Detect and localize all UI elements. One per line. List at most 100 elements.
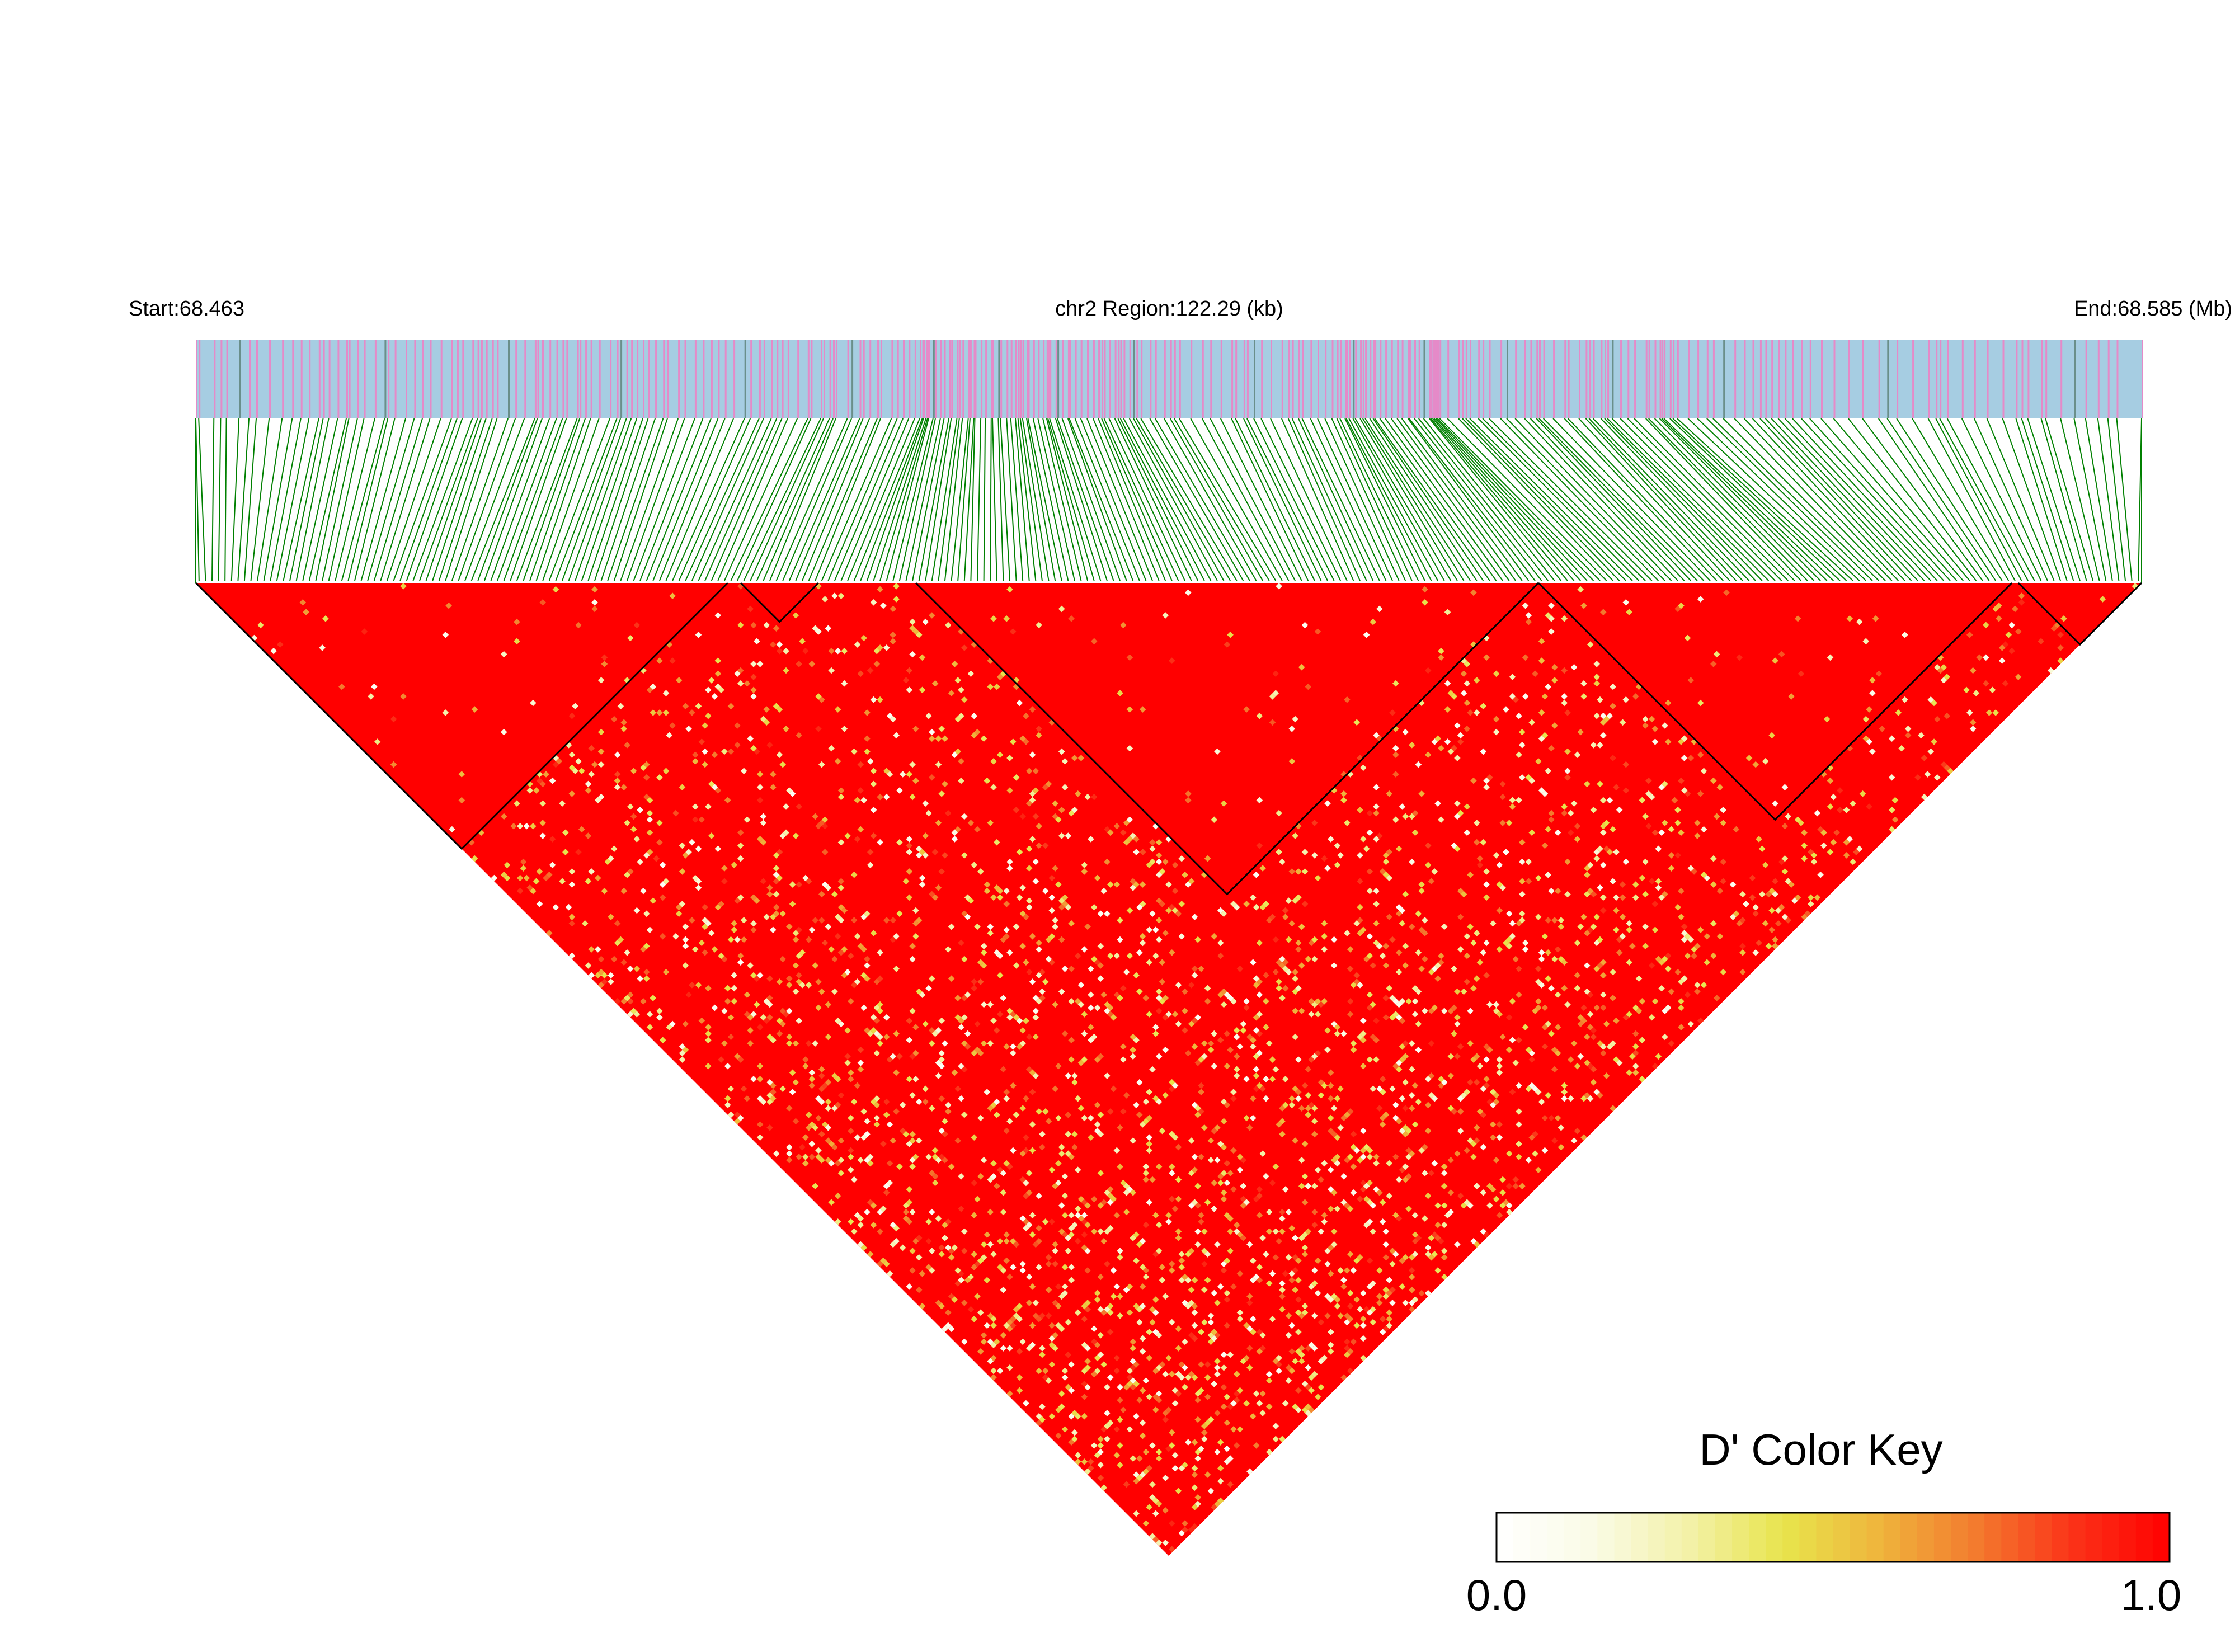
ld-cell (1003, 933, 1010, 940)
ld-cell (1133, 972, 1140, 979)
ld-cell (1006, 1118, 1013, 1124)
ld-cell (1162, 1371, 1169, 1378)
ld-cell (831, 1143, 838, 1151)
ld-cell (1139, 939, 1146, 947)
ld-cell (1434, 800, 1441, 807)
connector-line (763, 418, 834, 581)
ld-cell (1175, 1196, 1182, 1203)
ld-cell (1405, 1173, 1412, 1180)
snp-marker (1987, 340, 1989, 418)
ld-cell (1097, 962, 1104, 969)
ld-cell (1516, 1121, 1522, 1128)
ld-cell (945, 1102, 952, 1109)
ld-cell (1457, 914, 1464, 920)
ld-cell (1781, 868, 1789, 875)
ld-cell (1169, 1085, 1175, 1093)
ld-cell (1428, 1072, 1435, 1079)
ld-cell (1081, 1056, 1088, 1063)
ld-cell (1142, 1098, 1150, 1105)
ld-cell (987, 930, 994, 936)
ld-cell (1152, 1212, 1159, 1219)
connector-line (1359, 418, 1458, 581)
ld-cell (773, 910, 780, 917)
ld-cell (808, 1141, 816, 1147)
ld-cell (760, 1098, 767, 1105)
ld-cell (802, 1062, 809, 1070)
snp-marker (1579, 340, 1580, 418)
ld-cell (669, 592, 676, 599)
ld-cell (711, 693, 718, 700)
ld-cell (990, 1160, 997, 1167)
ld-cell (1457, 732, 1464, 739)
ld-cell (1622, 858, 1630, 865)
ld-cell (1720, 858, 1726, 865)
ld-cell (1139, 933, 1146, 940)
ld-cell (1434, 1202, 1441, 1209)
ld-cell (1019, 1267, 1026, 1274)
ld-cell (1220, 1383, 1227, 1391)
ld-cell (1159, 1361, 1166, 1368)
ld-cell (1334, 842, 1341, 849)
ld-cell (766, 995, 773, 1001)
ld-cell (906, 771, 913, 778)
ld-cell (1233, 1072, 1240, 1079)
ld-cell (1246, 1241, 1253, 1248)
snp-marker (1027, 340, 1028, 418)
snp-marker (782, 340, 784, 418)
ld-cell (1295, 1296, 1302, 1303)
ld-cell (1107, 1419, 1114, 1427)
ld-cell (491, 874, 498, 882)
connector-line (1390, 418, 1510, 581)
ld-cell (1169, 1196, 1175, 1203)
color-key-segment (1580, 1513, 1598, 1562)
ld-cell (1058, 748, 1065, 755)
ld-cell (1399, 1056, 1406, 1063)
ld-cell (1282, 914, 1289, 920)
ld-cell (931, 1147, 939, 1154)
ld-cell (805, 982, 812, 989)
ld-cell (1084, 1364, 1091, 1371)
ld-cell (1516, 797, 1522, 804)
connector-line (406, 418, 463, 581)
ld-cell (1045, 956, 1052, 963)
ld-cell (799, 638, 806, 645)
color-key-segment (1900, 1513, 1918, 1562)
ld-cell (1927, 696, 1934, 703)
ld-cell (773, 891, 780, 898)
ld-cell (1117, 1293, 1123, 1300)
ld-cell (1142, 1448, 1150, 1456)
ld-cell (1288, 1095, 1296, 1102)
ld-cell (1525, 774, 1532, 781)
ld-cell (1438, 1082, 1444, 1089)
ld-cell (922, 800, 929, 807)
connector-line (788, 418, 860, 581)
ld-cell (1373, 784, 1380, 790)
ld-cell (1162, 1416, 1169, 1423)
ld-cell (1243, 706, 1250, 713)
snp-marker (337, 340, 340, 418)
ld-cell (1130, 1189, 1136, 1196)
ld-cell (1071, 1436, 1078, 1443)
ld-cell (1645, 823, 1652, 830)
ld-cell (906, 836, 913, 843)
ld-cell (987, 923, 994, 930)
snp-marker (1243, 340, 1245, 418)
ld-cell (1194, 1397, 1201, 1404)
snp-marker (1093, 340, 1095, 418)
ld-cell (1097, 1448, 1104, 1456)
ld-cell (523, 823, 530, 830)
ld-cell (857, 1157, 864, 1164)
ld-cell (971, 712, 977, 719)
ld-cell (1006, 586, 1013, 593)
ld-cell (1058, 903, 1065, 911)
ld-cell (1256, 939, 1263, 947)
ld-cell (702, 923, 708, 930)
connector-line (1136, 418, 1231, 581)
ld-cell (1344, 1267, 1351, 1274)
ld-cell (1019, 910, 1026, 917)
ld-cell (1580, 602, 1587, 609)
ld-cell (721, 1040, 728, 1047)
ld-cell (1010, 1264, 1017, 1270)
ld-cell (1866, 738, 1872, 745)
ld-cell (1214, 1358, 1221, 1364)
